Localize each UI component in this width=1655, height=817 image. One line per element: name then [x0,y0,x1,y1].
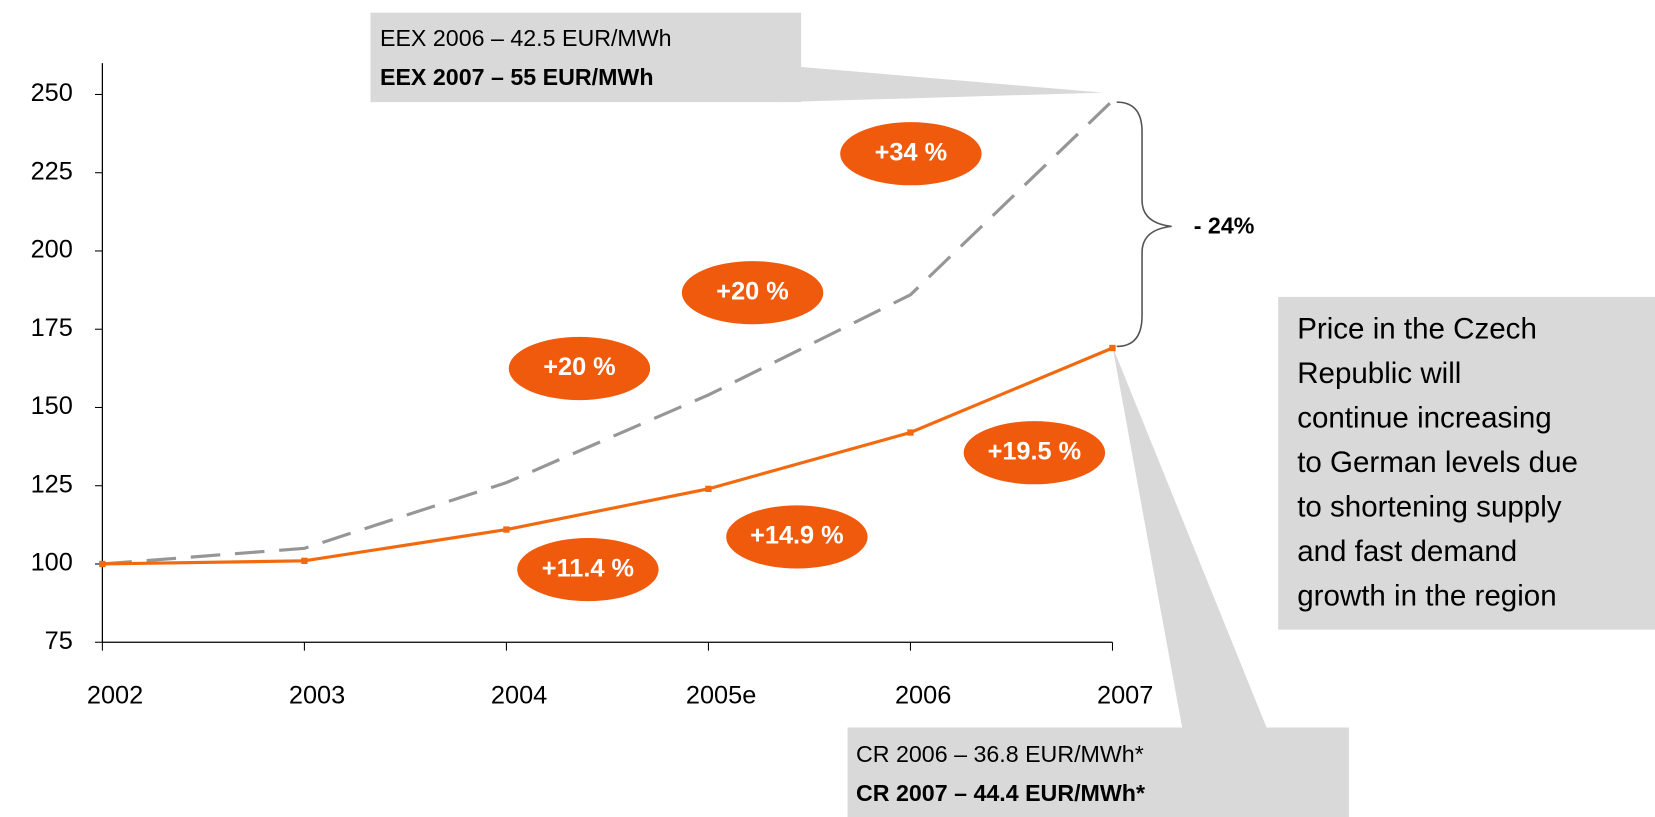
growth-label: +14.9 % [750,522,844,550]
x-tick-label: 2005e [686,682,756,710]
growth-label: +19.5 % [988,437,1082,465]
growth-badge [508,336,651,401]
y-tick-label: 150 [31,392,73,420]
gap-label: - 24% [1194,213,1255,239]
y-tick-label: 125 [31,470,73,498]
growth-badge [963,421,1106,485]
growth-label: +11.4 % [542,554,634,582]
gap-brace [1116,101,1172,348]
note-text: Republic will [1297,357,1461,390]
note-text: to shortening supply [1297,491,1562,524]
eex-box [370,12,802,103]
cr-box [847,727,1349,817]
note-box [1278,296,1655,630]
series-line [102,346,1114,566]
point [99,560,106,568]
note-text: continue increasing [1297,401,1552,434]
y-tick-label: 225 [31,157,73,185]
y-tick-label: 175 [31,314,73,342]
x-tick-label: 2004 [491,682,547,710]
eex-callout-pointer [781,65,1103,103]
growth-badge [726,505,868,569]
y-tick-label: 100 [31,549,73,577]
note-text: growth in the region [1297,580,1556,613]
growth-badge [840,122,982,186]
cr-text: CR 2006 – 36.8 EUR/MWh* [856,741,1144,767]
point [907,429,914,436]
cr-callout-pointer [1112,346,1267,728]
eex-text: EEX 2007 – 55 EUR/MWh [380,64,654,90]
point [705,485,712,493]
note-text: to German levels due [1297,446,1578,479]
note-text: Price in the Czech [1297,312,1537,345]
point [1109,344,1116,352]
growth-label: +34 % [875,138,947,166]
y-tick-label: 75 [45,627,73,655]
point [301,557,308,565]
growth-label: +20 % [716,277,788,305]
y-tick-label: 250 [31,79,73,107]
point [503,526,510,533]
x-tick-label: 2003 [289,682,345,710]
growth-badge [681,261,824,325]
series-line [102,99,1114,566]
x-tick-label: 2007 [1097,682,1153,710]
y-tick-label: 200 [31,236,73,264]
growth-label: +20 % [543,353,615,381]
note-text: and fast demand [1297,535,1517,568]
x-tick-label: 2006 [895,682,951,710]
cr-text: CR 2007 – 44.4 EUR/MWh* [856,780,1145,806]
x-tick-label: 2002 [87,682,143,710]
eex-text: EEX 2006 – 42.5 EUR/MWh [380,25,672,51]
growth-badge [517,537,659,602]
